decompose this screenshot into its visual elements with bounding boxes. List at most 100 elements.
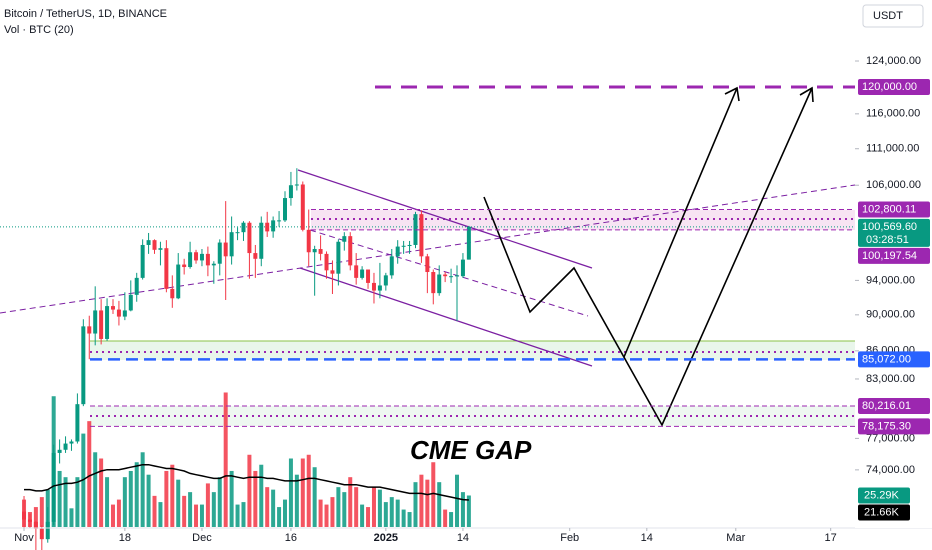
candle-body xyxy=(87,326,92,334)
candle-body xyxy=(211,263,216,266)
candle-body xyxy=(170,288,175,299)
candle-body xyxy=(229,232,234,257)
candle-body xyxy=(259,222,264,259)
candle-body xyxy=(455,275,460,277)
x-tick-label: Nov xyxy=(14,532,34,544)
volume-bar xyxy=(460,492,465,527)
volume-bar xyxy=(455,474,460,527)
candle-body xyxy=(283,198,287,221)
volume-bar xyxy=(449,512,454,527)
volume-bar xyxy=(300,458,305,527)
volume-label-box xyxy=(858,487,910,504)
candle-body xyxy=(300,184,305,230)
candle-body xyxy=(366,269,371,283)
y-tick-label: 83,000.00 xyxy=(866,373,915,385)
y-tick-label: 94,000.00 xyxy=(866,274,915,286)
volume-bar xyxy=(122,477,127,527)
candle-body xyxy=(128,294,133,311)
volume-bar xyxy=(217,477,222,527)
volume-bar xyxy=(170,464,175,527)
candle-body xyxy=(407,244,412,246)
volume-bar xyxy=(265,487,270,527)
volume-bar xyxy=(366,507,371,527)
annotation: CME GAP xyxy=(410,435,532,465)
candle-body xyxy=(176,264,181,299)
volume-bar xyxy=(75,477,80,527)
candle-body xyxy=(383,275,388,286)
currency-label[interactable]: USDT xyxy=(873,10,903,22)
volume-bar xyxy=(360,504,365,527)
candle-body xyxy=(247,222,252,254)
volume-bar xyxy=(116,499,121,527)
volumes xyxy=(22,392,471,527)
volume-bar xyxy=(176,479,181,527)
volume-bar xyxy=(152,495,157,527)
candle-body xyxy=(318,249,323,254)
volume-bar xyxy=(128,470,133,527)
volume-bar xyxy=(383,502,388,527)
candle-body xyxy=(140,244,145,278)
volume-bar xyxy=(389,497,394,527)
candle-body xyxy=(188,252,193,268)
volume-bar xyxy=(247,454,252,527)
candle-body xyxy=(158,248,163,250)
volume-bar xyxy=(87,421,92,527)
projection-path xyxy=(483,87,813,427)
y-tick-label: 124,000.00 xyxy=(866,55,921,67)
candle-body xyxy=(182,264,187,268)
volume-bar xyxy=(336,487,341,527)
price-axis xyxy=(855,34,932,528)
volume-bar xyxy=(99,458,104,527)
candle-body xyxy=(277,220,282,222)
x-tick-label: 17 xyxy=(825,532,837,544)
volume-bar xyxy=(105,477,110,527)
candle-body xyxy=(354,265,359,278)
candle-body xyxy=(265,222,270,232)
candle-body xyxy=(235,232,240,234)
candle-body xyxy=(45,521,50,540)
volume-bar xyxy=(229,470,234,527)
candle-body xyxy=(93,310,98,334)
indicator-title: Vol · BTC (20) xyxy=(4,24,74,36)
volume-bar xyxy=(318,499,323,527)
volume-bar xyxy=(63,477,68,527)
candle-body xyxy=(63,443,68,450)
volume-bar xyxy=(425,479,430,527)
candle-body xyxy=(199,253,204,261)
price-label-box xyxy=(858,201,930,218)
price-label: 100,197.54 xyxy=(862,250,917,262)
candle-body xyxy=(371,282,376,291)
candle-body xyxy=(253,253,258,259)
candle-body xyxy=(288,185,293,199)
candle-body xyxy=(39,528,44,540)
volume-bar xyxy=(259,464,264,527)
price-label: 80,216.01 xyxy=(862,400,911,412)
volume-bar xyxy=(324,504,329,527)
arrow-head xyxy=(724,86,740,102)
candle-body xyxy=(75,404,80,442)
candle-body xyxy=(241,222,246,233)
volume-bar xyxy=(199,504,204,527)
volume-ma-label-box xyxy=(858,504,910,521)
support-zone xyxy=(90,341,855,360)
volume-bar xyxy=(371,487,376,527)
y-tick-label: 106,000.00 xyxy=(866,179,921,191)
currency-button[interactable] xyxy=(862,4,924,28)
volume-bar xyxy=(354,487,359,527)
volume-bar xyxy=(241,502,246,527)
candle-body xyxy=(271,220,276,232)
volume-bar xyxy=(294,474,299,527)
volume-bar xyxy=(223,392,228,527)
candle-body xyxy=(330,270,335,274)
price-label: 85,072.00 xyxy=(862,353,911,365)
channel-bottom xyxy=(299,267,593,367)
volume-ma-label: 21.66K xyxy=(864,506,900,518)
y-tick-label: 116,000.00 xyxy=(866,108,920,120)
price-label-box xyxy=(858,247,930,264)
arrow-head xyxy=(799,86,814,103)
volume-bar xyxy=(253,470,258,527)
candle-body xyxy=(419,214,424,257)
projection-path xyxy=(623,87,738,358)
